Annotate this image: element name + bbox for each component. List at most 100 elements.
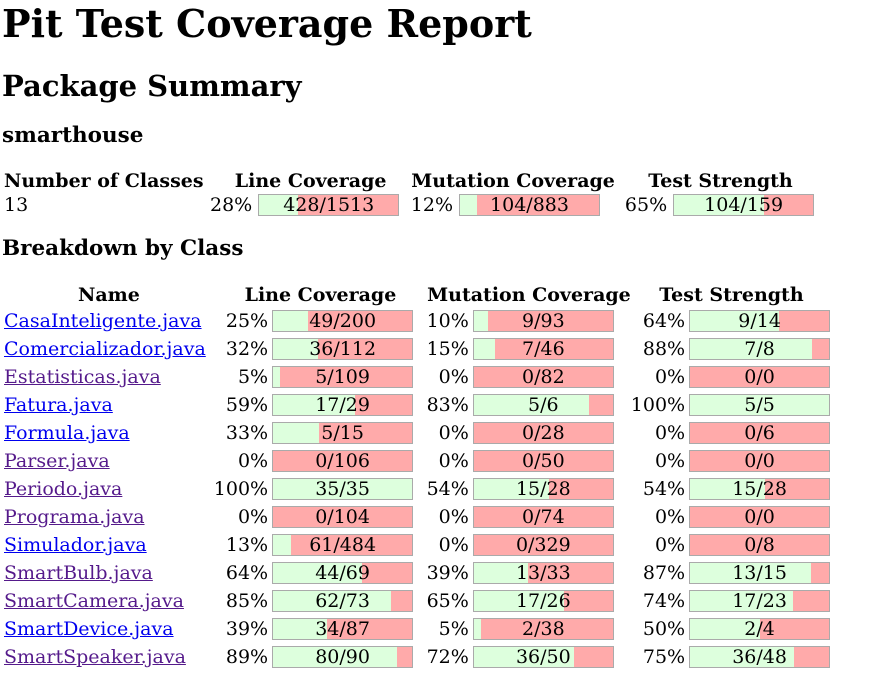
mutation-coverage-pct: 39%	[426, 562, 469, 584]
class-name-cell: Parser.java	[2, 447, 214, 475]
mutation-coverage-bar-cell: 5/6	[472, 391, 631, 419]
test-strength-pct: 50%	[642, 618, 686, 640]
line-coverage-bar: 5/15	[272, 422, 414, 444]
class-name-cell: SmartBulb.java	[2, 559, 214, 587]
test-strength-bar: 7/8	[689, 338, 831, 360]
line-coverage-pct: 0%	[237, 450, 269, 472]
test-strength-pct: 75%	[642, 646, 686, 668]
test-strength-pct: 0%	[654, 450, 686, 472]
coverage-label: 62/73	[315, 590, 370, 612]
table-row: Periodo.java 100% 35/35 54% 15/28 54% 15…	[2, 475, 831, 503]
line-coverage-bar: 49/200	[272, 310, 414, 332]
line-coverage-bar-cell: 35/35	[272, 475, 425, 503]
mutation-coverage-bar-cell: 2/38	[472, 615, 631, 643]
summary-line-bar: 428/1513	[258, 194, 400, 216]
coverage-fill	[690, 395, 830, 415]
report-page: Pit Test Coverage Report Package Summary…	[2, 1, 831, 671]
summary-mutation-pct: 12%	[410, 194, 454, 216]
coverage-label: 5/109	[315, 366, 370, 388]
class-link[interactable]: Fatura.java	[4, 394, 113, 416]
mutation-coverage-pct: 0%	[438, 534, 469, 556]
class-link[interactable]: SmartCamera.java	[4, 590, 184, 612]
coverage-fill	[473, 395, 590, 415]
mutation-coverage-bar: 0/28	[472, 422, 614, 444]
coverage-fill	[273, 423, 319, 443]
mutation-coverage-bar-cell: 7/46	[472, 335, 631, 363]
class-link[interactable]: Simulador.java	[4, 534, 147, 556]
class-link[interactable]: Formula.java	[4, 422, 130, 444]
test-strength-bar: 2/4	[689, 618, 831, 640]
line-coverage-bar: 35/35	[272, 478, 414, 500]
coverage-label: 0/6	[744, 422, 775, 444]
coverage-fill	[473, 591, 565, 611]
class-link[interactable]: Comercializador.java	[4, 338, 206, 360]
class-link[interactable]: SmartSpeaker.java	[4, 646, 186, 668]
line-coverage-bar-cell: 62/73	[272, 587, 425, 615]
class-link[interactable]: SmartDevice.java	[4, 618, 174, 640]
line-coverage-bar: 17/29	[272, 394, 414, 416]
mutation-coverage-bar: 5/6	[472, 394, 614, 416]
summary-strength-bar-cell: 104/159	[673, 193, 824, 217]
class-name-cell: SmartCamera.java	[2, 587, 214, 615]
class-link[interactable]: Programa.java	[4, 506, 145, 528]
coverage-label: 5/5	[744, 394, 775, 416]
coverage-label: 44/69	[315, 562, 370, 584]
line-coverage-pct: 39%	[225, 618, 269, 640]
coverage-fill	[690, 311, 780, 331]
coverage-fill	[273, 479, 413, 499]
breakdown-table: Name Line Coverage Mutation Coverage Tes…	[2, 283, 831, 671]
test-strength-pct: 64%	[642, 310, 686, 332]
coverage-label: 0/74	[521, 506, 565, 528]
line-coverage-bar-cell: 44/69	[272, 559, 425, 587]
mutation-coverage-bar-cell: 0/329	[472, 531, 631, 559]
summary-mutation-bar: 104/883	[459, 194, 601, 216]
package-name: smarthouse	[2, 123, 144, 148]
coverage-fill	[674, 195, 765, 215]
mutation-coverage-bar-cell: 13/33	[472, 559, 631, 587]
table-row: SmartSpeaker.java 89% 80/90 72% 36/50 75…	[2, 643, 831, 671]
table-row: SmartDevice.java 39% 34/87 5% 2/38 50% 2…	[2, 615, 831, 643]
test-strength-bar-cell: 36/48	[689, 643, 831, 671]
class-link[interactable]: SmartBulb.java	[4, 562, 153, 584]
class-link[interactable]: Estatisticas.java	[4, 366, 161, 388]
table-row: Programa.java 0% 0/104 0% 0/74 0% 0/0	[2, 503, 831, 531]
line-coverage-bar-cell: 36/112	[272, 335, 425, 363]
test-strength-bar-cell: 0/0	[689, 447, 831, 475]
line-coverage-bar-cell: 5/15	[272, 419, 425, 447]
coverage-label: 36/48	[732, 646, 787, 668]
mutation-coverage-bar-cell: 0/74	[472, 503, 631, 531]
class-name-cell: Comercializador.java	[2, 335, 214, 363]
coverage-fill	[473, 479, 549, 499]
mutation-coverage-bar: 9/93	[472, 310, 614, 332]
num-classes-value: 13	[4, 194, 29, 216]
header-test-strength: Test Strength	[648, 170, 793, 192]
coverage-label: 2/4	[744, 618, 775, 640]
test-strength-pct: 0%	[654, 534, 686, 556]
coverage-fill	[273, 591, 392, 611]
class-link[interactable]: Periodo.java	[4, 478, 123, 500]
coverage-label: 2/38	[521, 618, 565, 640]
header-mutation-coverage: Mutation Coverage	[427, 284, 631, 306]
line-coverage-pct: 33%	[225, 422, 269, 444]
coverage-label: 61/484	[309, 534, 377, 556]
coverage-label: 36/50	[515, 646, 571, 668]
class-name-cell: Fatura.java	[2, 391, 214, 419]
line-coverage-pct: 64%	[225, 562, 269, 584]
coverage-label: 13/15	[732, 562, 787, 584]
test-strength-bar-cell: 0/0	[689, 363, 831, 391]
coverage-fill	[273, 647, 397, 667]
class-link[interactable]: Parser.java	[4, 450, 110, 472]
summary-strength-pct: 65%	[624, 194, 668, 216]
mutation-coverage-bar-cell: 9/93	[472, 307, 631, 335]
summary-row: 13 28% 428/1513 12% 104/883 65%	[2, 193, 824, 217]
line-coverage-pct: 89%	[225, 646, 269, 668]
class-link[interactable]: CasaInteligente.java	[4, 310, 202, 332]
class-name-cell: Estatisticas.java	[2, 363, 214, 391]
table-row: Fatura.java 59% 17/29 83% 5/6 100% 5/5	[2, 391, 831, 419]
coverage-label: 0/106	[315, 450, 370, 472]
mutation-coverage-pct: 10%	[426, 310, 469, 332]
coverage-label: 9/93	[521, 310, 565, 332]
coverage-fill	[273, 619, 328, 639]
coverage-fill	[273, 563, 363, 583]
mutation-coverage-bar-cell: 36/50	[472, 643, 631, 671]
